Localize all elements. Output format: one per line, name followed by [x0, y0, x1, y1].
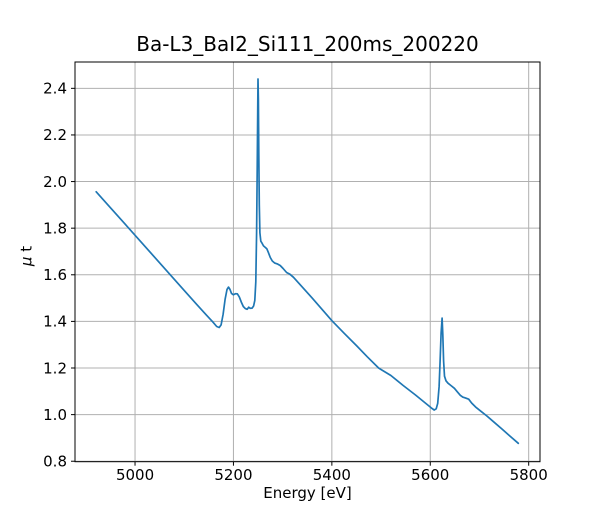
y-axis-label: μ t [17, 245, 36, 267]
chart-title: Ba-L3_BaI2_Si111_200ms_200220 [136, 32, 479, 56]
y-tick-label: 2.2 [43, 126, 67, 144]
y-tick-label: 1.6 [43, 266, 67, 284]
axes-frame [74, 61, 541, 463]
data-line [95, 78, 520, 445]
y-tick-label: 2.4 [43, 80, 67, 98]
x-axis-label: Energy [eV] [263, 484, 352, 502]
x-tick-label: 5600 [411, 466, 449, 484]
y-tick-label: 0.8 [43, 453, 67, 471]
x-tick-label: 5000 [116, 466, 154, 484]
y-tick-label: 1.0 [43, 406, 67, 424]
y-tick-label: 1.8 [43, 219, 67, 237]
x-tick-label: 5400 [313, 466, 351, 484]
y-tick-label: 2.0 [43, 173, 67, 191]
y-tick-label: 1.4 [43, 313, 67, 331]
x-tick-label: 5800 [510, 466, 548, 484]
y-tick-label: 1.2 [43, 359, 67, 377]
x-tick-label: 5200 [214, 466, 252, 484]
